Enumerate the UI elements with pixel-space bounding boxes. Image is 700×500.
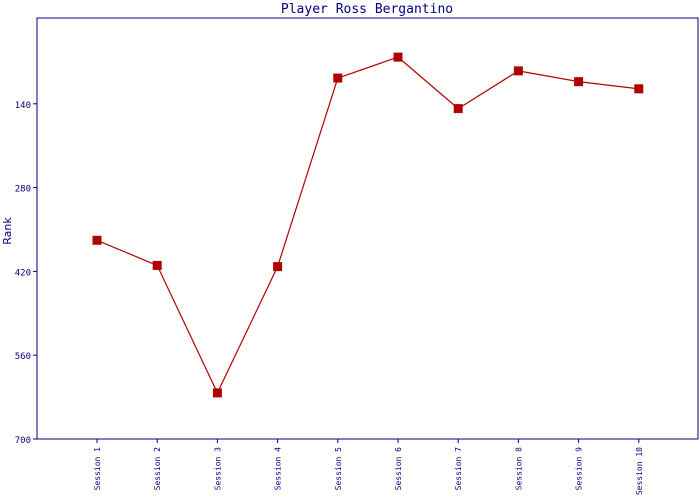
x-tick-label: Session 4: [274, 447, 283, 491]
marker: [513, 66, 523, 76]
marker: [212, 388, 222, 398]
marker: [92, 235, 102, 245]
x-tick-label: Session 2: [153, 447, 162, 491]
marker: [634, 84, 644, 94]
x-tick-label: Session 3: [213, 447, 222, 491]
series-line: [96, 56, 639, 395]
x-tick-label: Session 8: [514, 447, 523, 491]
x-tick-label: Session 6: [394, 447, 403, 491]
y-tick-label: 560: [15, 352, 31, 362]
marker: [273, 262, 283, 272]
x-tick-label: Session 10: [635, 447, 644, 495]
y-tick-label: 280: [15, 185, 31, 195]
y-axis-label: Rank: [1, 217, 14, 245]
x-tick-label: Session 9: [575, 447, 584, 491]
y-tick-label: 420: [15, 268, 31, 278]
x-tick-label: Session 5: [334, 447, 343, 491]
x-tick-label: Session 1: [93, 447, 102, 491]
chart-title: Player Ross Bergantino: [281, 2, 453, 17]
marker: [393, 52, 403, 62]
y-tick-label: 700: [15, 436, 31, 446]
marker: [574, 77, 584, 87]
y-tick-label: 140: [15, 101, 31, 111]
marker: [152, 260, 162, 270]
x-tick-label: Session 7: [454, 447, 463, 491]
marker: [453, 104, 463, 114]
plot-frame: [36, 17, 699, 440]
marker: [333, 73, 343, 83]
